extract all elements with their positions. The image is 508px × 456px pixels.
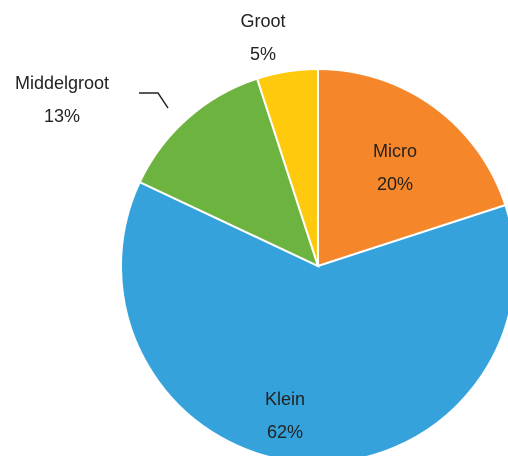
slice-label: Groot xyxy=(240,11,285,31)
slice-label: Micro xyxy=(373,141,417,161)
slice-value: 13% xyxy=(44,106,80,126)
slice-label: Middelgroot xyxy=(15,73,109,93)
labels: Micro 20% Klein 62% Middelgroot 13% Groot 5% xyxy=(15,11,417,442)
slice xyxy=(138,77,320,268)
slice-value: 62% xyxy=(267,422,303,442)
slices xyxy=(120,67,508,456)
leader-line xyxy=(139,92,169,109)
slice-value: 20% xyxy=(377,174,413,194)
slice-value: 5% xyxy=(250,44,276,64)
slice-label: Klein xyxy=(265,389,305,409)
slice xyxy=(317,67,507,268)
slice xyxy=(255,67,319,267)
slice xyxy=(120,180,508,456)
